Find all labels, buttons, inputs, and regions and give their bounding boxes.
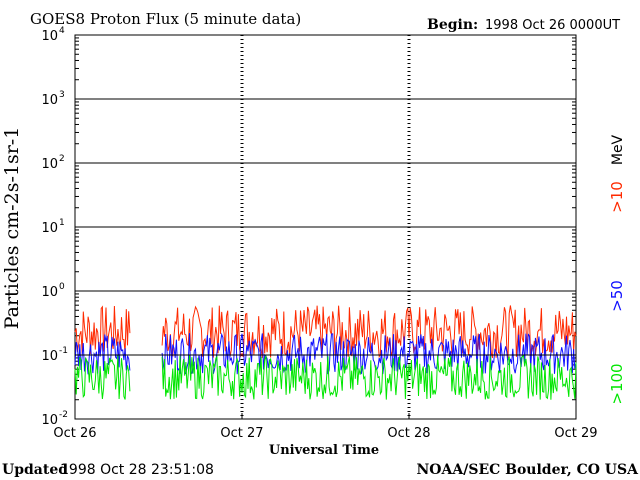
x-tick-label: Oct 29 bbox=[554, 426, 597, 441]
legend-gt50: >50 bbox=[608, 280, 626, 312]
y-tick-label: 10 bbox=[41, 349, 58, 364]
updated-value: 1998 Oct 28 23:51:08 bbox=[60, 462, 214, 478]
series-line bbox=[74, 354, 577, 400]
y-tick-exponent: 3 bbox=[59, 90, 65, 100]
begin-label: Begin: bbox=[427, 17, 478, 33]
units-label: MeV bbox=[610, 134, 626, 165]
y-tick-exponent: 1 bbox=[59, 218, 65, 228]
y-tick-exponent: 0 bbox=[59, 282, 65, 292]
y-tick-label: 10 bbox=[41, 221, 58, 236]
updated-label: Updated bbox=[2, 462, 68, 478]
chart-title: GOES8 Proton Flux (5 minute data) bbox=[30, 10, 301, 28]
x-tick-label: Oct 26 bbox=[53, 426, 96, 441]
y-tick-label: 10 bbox=[41, 157, 58, 172]
y-tick-label: 10 bbox=[41, 413, 58, 428]
y-tick-label: 10 bbox=[41, 29, 58, 44]
x-axis-label: Universal Time bbox=[269, 443, 379, 458]
x-tick-label: Oct 28 bbox=[387, 426, 430, 441]
x-axis-ticks: Oct 26 Oct 27 Oct 28 Oct 29 bbox=[53, 413, 598, 441]
legend-gt100: >100 bbox=[608, 363, 626, 404]
series-line bbox=[74, 332, 577, 375]
y-tick-label: 10 bbox=[41, 93, 58, 108]
y-axis-label: Particles cm-2s-1sr-1 bbox=[1, 127, 23, 330]
begin-value: 1998 Oct 26 0000UT bbox=[485, 18, 620, 33]
y-tick-exponent: 4 bbox=[59, 26, 65, 36]
y-tick-exponent: -2 bbox=[59, 410, 68, 420]
footer-credit: NOAA/SEC Boulder, CO USA bbox=[417, 462, 640, 478]
legend-gt10: >10 bbox=[608, 181, 626, 213]
grid-lines bbox=[75, 98, 576, 356]
y-tick-exponent: -1 bbox=[59, 346, 68, 356]
x-tick-label: Oct 27 bbox=[220, 426, 263, 441]
y-tick-label: 10 bbox=[41, 285, 58, 300]
series-lines bbox=[74, 305, 577, 400]
y-tick-exponent: 2 bbox=[59, 154, 65, 164]
